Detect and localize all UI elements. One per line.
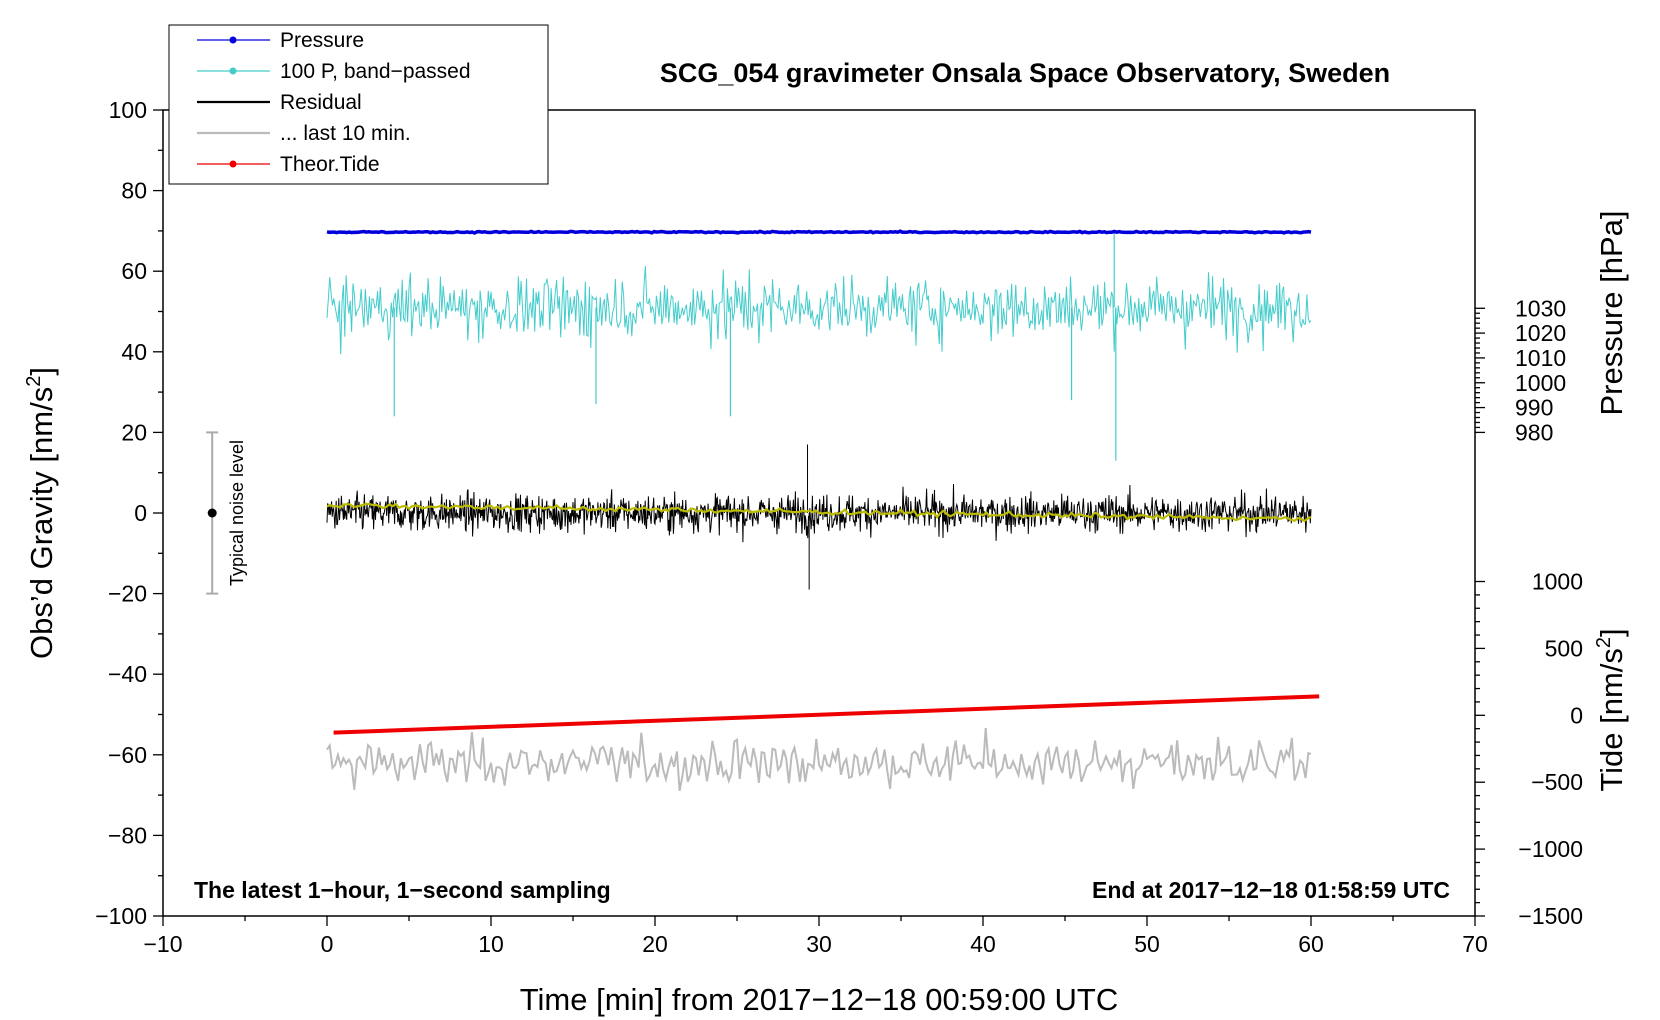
y-axis-title-tide: Tide [nm/s2] (1593, 628, 1629, 791)
x-tick-label-0: −10 (143, 931, 182, 957)
annotation-left: The latest 1−hour, 1−second sampling (194, 877, 611, 903)
noise-level-label: Typical noise level (227, 440, 247, 586)
y-axis-title-left: Obs’d Gravity [nm/s2] (23, 367, 59, 659)
x-tick-label-6: 50 (1134, 931, 1160, 957)
y-tide-tick-label-0: −1500 (1518, 903, 1583, 929)
legend-box (168, 24, 549, 185)
x-tick-label-7: 60 (1298, 931, 1324, 957)
x-tick-label-2: 10 (478, 931, 504, 957)
y-left-tick-label-10: 100 (109, 97, 147, 123)
y-pressure-tick-label-2: 1000 (1515, 370, 1566, 396)
x-tick-label-4: 30 (806, 931, 832, 957)
axes-layer: −10 0 10 20 30 40 50 60 70−100−80−60−40−20020406… (95, 97, 1583, 957)
y-pressure-tick-label-0: 980 (1515, 419, 1553, 445)
series-pressure-line (326, 229, 1312, 235)
y-pressure-tick-label-3: 1010 (1515, 345, 1566, 371)
y-tide-tick-label-2: −500 (1531, 769, 1583, 795)
legend-label-3: ... last 10 min. (280, 122, 411, 145)
legend-label-4: Theor.Tide (280, 153, 380, 176)
y-pressure-tick-label-4: 1020 (1515, 320, 1566, 346)
legend-swatch-marker-1 (229, 67, 237, 75)
y-tide-tick-label-5: 1000 (1532, 569, 1583, 595)
x-tick-label-8: 70 (1462, 931, 1488, 957)
series-residual-smoothed-line (326, 502, 1312, 523)
series-bandpassed-line (326, 265, 1312, 355)
x-tick-label-1: 0 (321, 931, 334, 957)
y-axis-title-pressure: Pressure [hPa] (1594, 210, 1629, 415)
noise-level-bar (206, 431, 219, 595)
y-left-tick-label-3: −40 (108, 661, 147, 687)
series-layer (326, 229, 1320, 791)
legend-swatch-marker-0 (229, 36, 237, 44)
y-left-tick-label-4: −20 (108, 581, 147, 607)
y-left-tick-label-5: 0 (134, 500, 147, 526)
series-last-10-min-line (326, 727, 1312, 791)
y-left-tick-label-2: −60 (108, 742, 147, 768)
legend: Pressure 100 P, band−passed Residual ... la… (168, 24, 549, 185)
y-tide-tick-label-3: 0 (1570, 702, 1583, 728)
y-left-tick-label-0: −100 (95, 903, 147, 929)
y-pressure-tick-label-5: 1030 (1515, 295, 1566, 321)
y-tide-tick-label-1: −1000 (1518, 836, 1583, 862)
chart-title: SCG_054 gravimeter Onsala Space Observat… (660, 58, 1390, 88)
legend-label-2: Residual (280, 91, 362, 114)
noise-bar-center-dot (207, 508, 217, 518)
x-tick-label-5: 40 (970, 931, 996, 957)
y-left-tick-label-1: −80 (108, 822, 147, 848)
y-left-tick-label-8: 60 (121, 258, 147, 284)
legend-label-1: 100 P, band−passed (280, 60, 471, 83)
y-left-tick-label-9: 80 (121, 178, 147, 204)
x-tick-label-3: 20 (642, 931, 668, 957)
legend-label-0: Pressure (280, 29, 364, 52)
series-theor-tide-line (333, 694, 1320, 735)
legend-swatch-marker-4 (229, 160, 237, 168)
y-left-tick-label-7: 40 (121, 339, 147, 365)
y-left-tick-label-6: 20 (121, 419, 147, 445)
annotation-right: End at 2017−12−18 01:58:59 UTC (1092, 877, 1450, 903)
y-pressure-tick-label-1: 990 (1515, 395, 1553, 421)
y-tide-tick-label-4: 500 (1545, 635, 1583, 661)
x-axis-title: Time [min] from 2017−12−18 00:59:00 UTC (520, 982, 1119, 1017)
